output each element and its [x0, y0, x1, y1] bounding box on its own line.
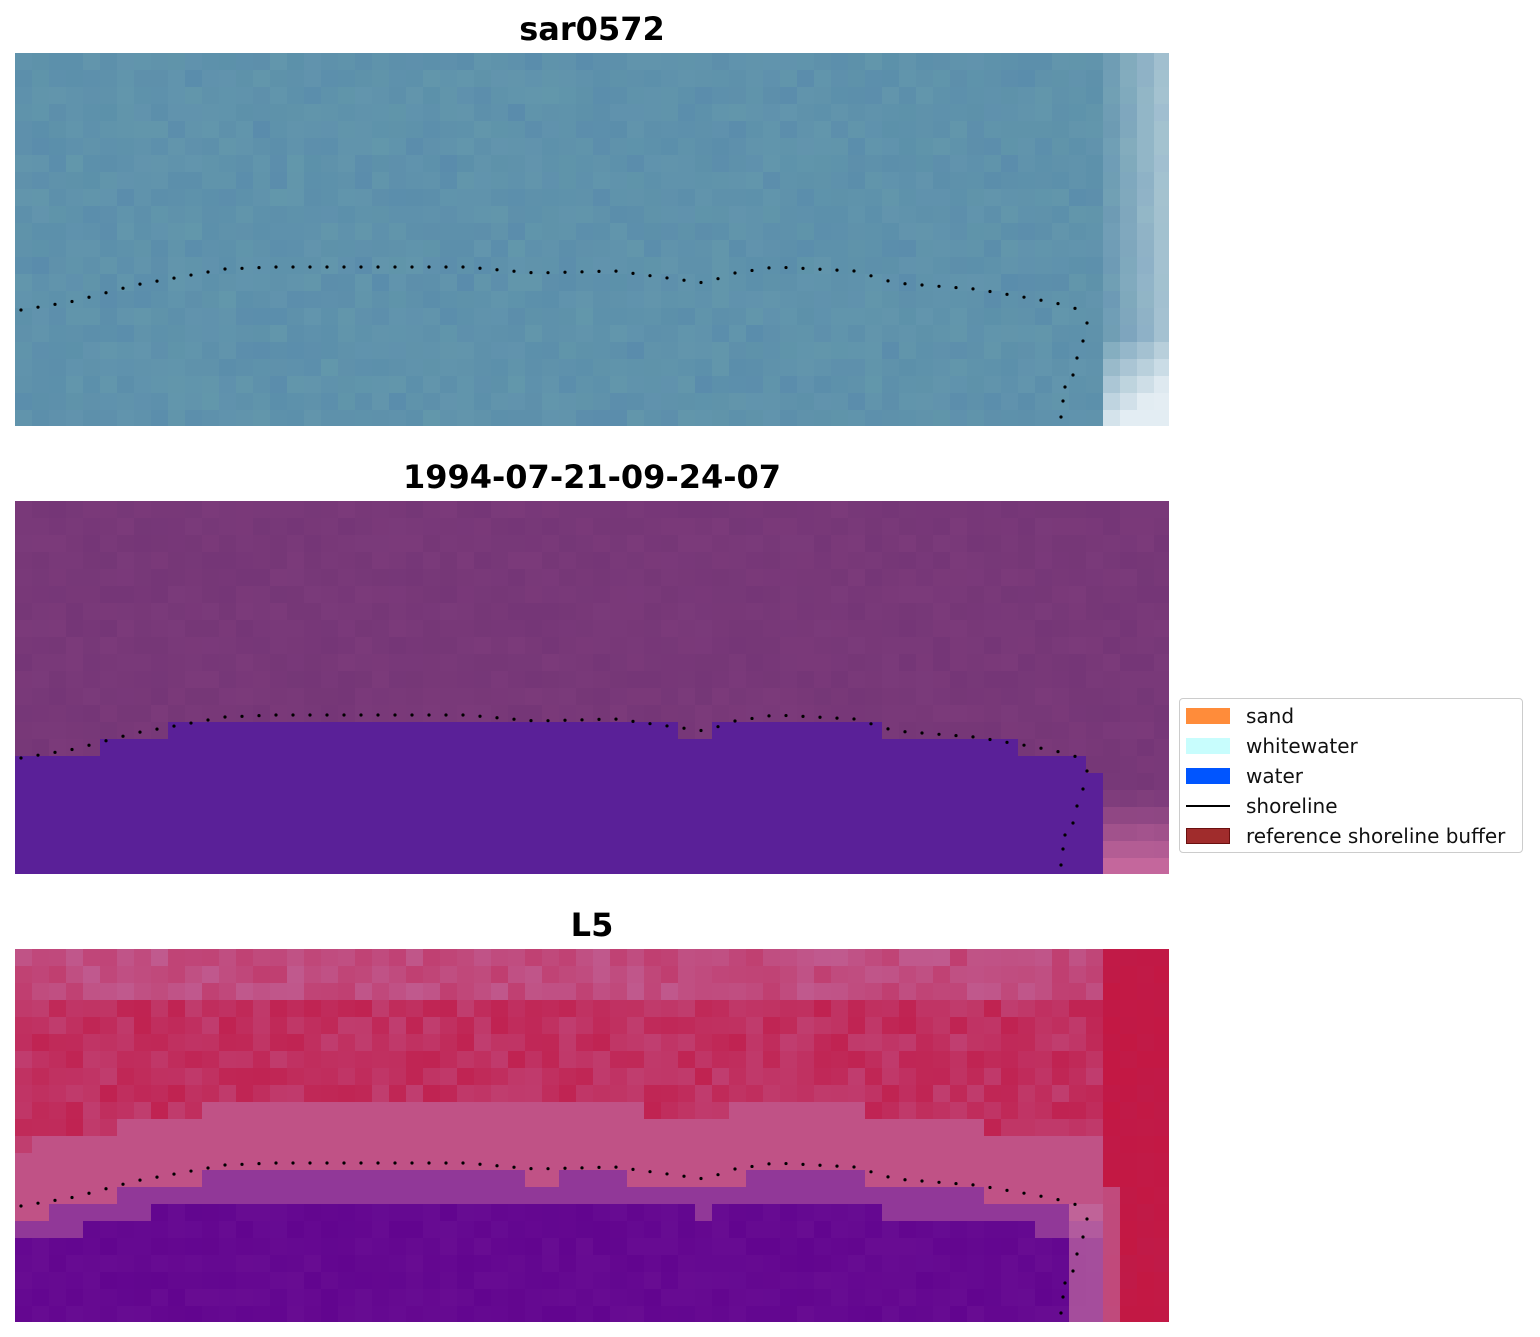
water-swatch: [1186, 768, 1230, 784]
shoreline-line-swatch: [1186, 805, 1230, 807]
whitewater-swatch: [1186, 738, 1230, 754]
classification-image-panel: [15, 501, 1169, 874]
panel-title-classification: 1994-07-21-09-24-07: [402, 458, 782, 496]
shoreline-points: [19, 265, 1089, 419]
legend-label-shoreline: shoreline: [1246, 794, 1338, 818]
legend-label-reference-buffer: reference shoreline buffer: [1246, 824, 1506, 848]
shoreline-points: [19, 1161, 1089, 1315]
rgb-image-panel: [15, 53, 1169, 426]
legend-label-whitewater: whitewater: [1246, 734, 1358, 758]
legend-item-water: water: [1186, 763, 1303, 789]
panel-title-satellite: L5: [570, 906, 614, 944]
ndwi-image: [15, 949, 1169, 1322]
panel-title-rgb: sar0572: [519, 10, 665, 48]
legend-item-shoreline: shoreline: [1186, 793, 1338, 819]
classification-image: [15, 501, 1169, 874]
rgb-image: [15, 53, 1169, 426]
ndwi-image-panel: [15, 949, 1169, 1322]
legend: sand whitewater water shoreline referenc…: [1179, 698, 1523, 853]
legend-item-sand: sand: [1186, 703, 1294, 729]
legend-item-reference-buffer: reference shoreline buffer: [1186, 823, 1505, 849]
sand-swatch: [1186, 708, 1230, 724]
legend-label-water: water: [1246, 764, 1303, 788]
legend-item-whitewater: whitewater: [1186, 733, 1358, 759]
reference-buffer-swatch: [1186, 828, 1230, 844]
shoreline-points: [19, 713, 1089, 867]
legend-label-sand: sand: [1246, 704, 1295, 728]
